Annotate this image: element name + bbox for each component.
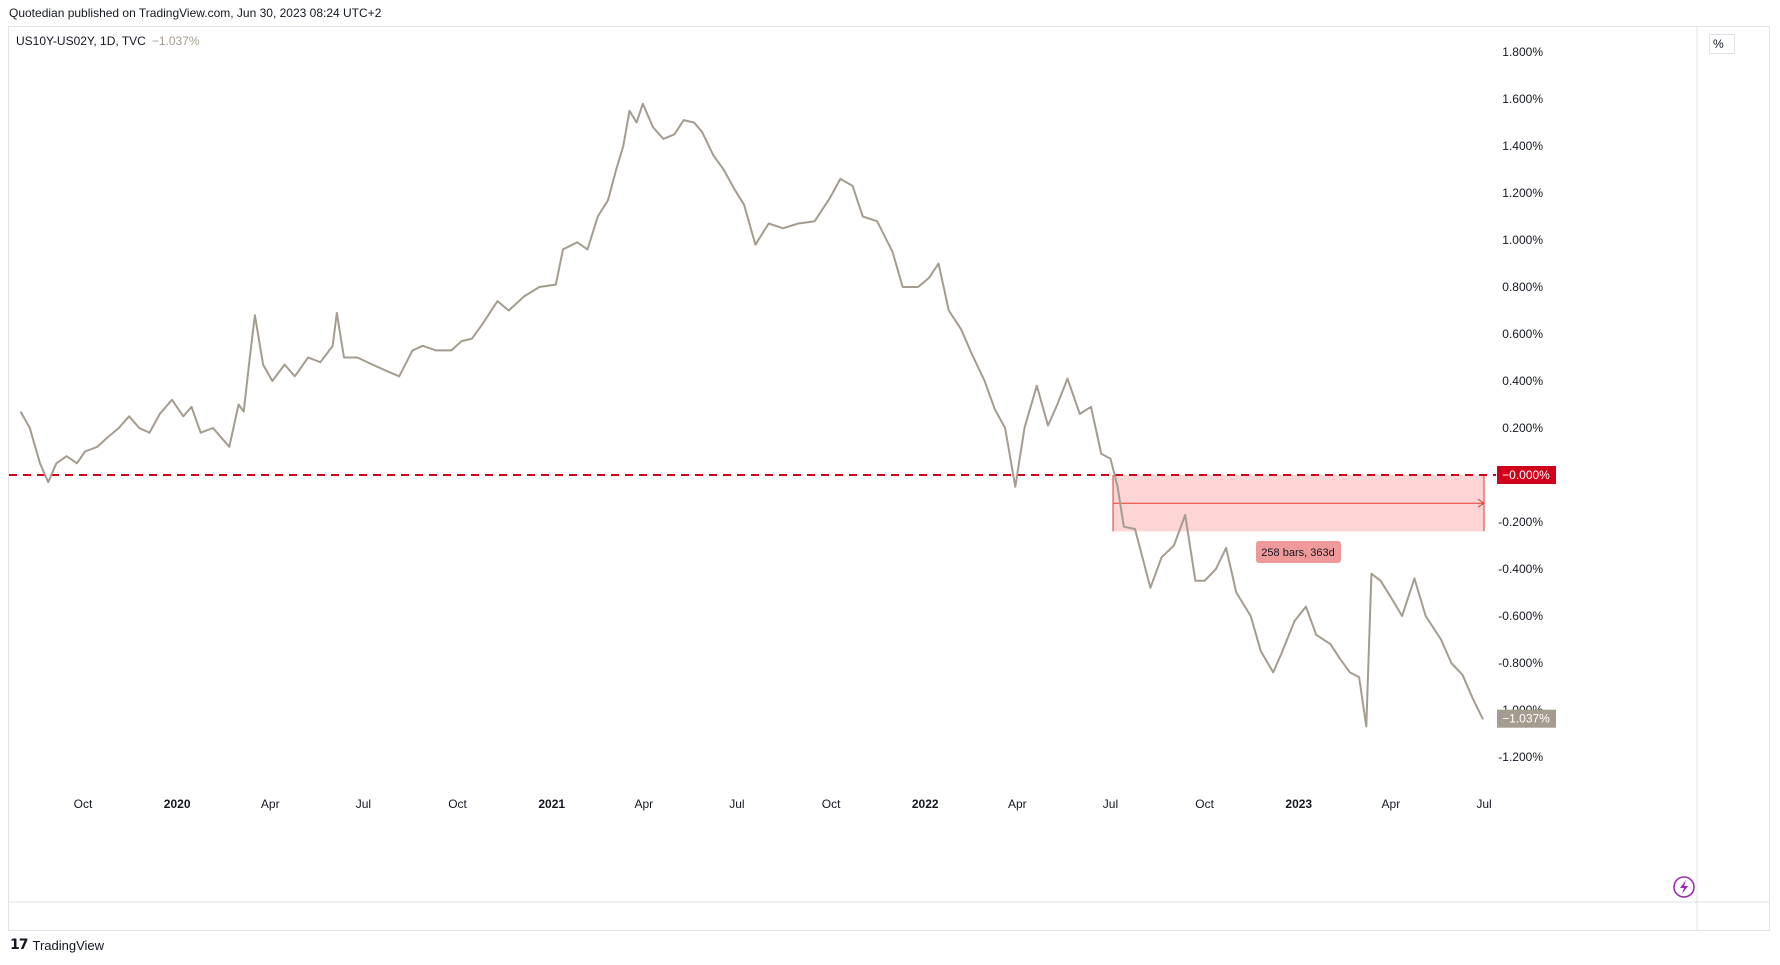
- y-tick-label: -1.200%: [1498, 750, 1543, 764]
- footer-brand[interactable]: 17 TradingView: [10, 937, 104, 953]
- x-tick-label: Oct: [448, 797, 467, 811]
- y-tick-label: 0.400%: [1502, 374, 1543, 388]
- series-line: [19, 102, 1484, 728]
- y-tick-label: 1.600%: [1502, 92, 1543, 106]
- y-tick-label: 1.200%: [1502, 186, 1543, 200]
- y-axis-ticks: 1.800% 1.600% 1.400% 1.200% 1.000% 0.800% 0.60…: [1498, 45, 1543, 764]
- lightning-icon[interactable]: [1673, 876, 1695, 898]
- x-tick-label: Jul: [1476, 797, 1491, 811]
- y-tick-label: 1.400%: [1502, 139, 1543, 153]
- y-tick-label: 1.000%: [1502, 233, 1543, 247]
- last-price-label: −1.037%: [1502, 712, 1550, 726]
- x-tick-label: Jul: [356, 797, 371, 811]
- y-tick-label: 0.800%: [1502, 280, 1543, 294]
- chart-frame: [8, 26, 1770, 931]
- y-tick-label: 0.200%: [1502, 421, 1543, 435]
- x-tick-label: 2023: [1285, 797, 1312, 811]
- zero-price-label: −0.000%: [1502, 468, 1550, 482]
- range-label-bg: [1256, 541, 1341, 563]
- y-tick-label: -0.800%: [1498, 656, 1543, 670]
- x-axis-ticks: Oct 2020 Apr Jul Oct 2021 Apr Jul Oct 2022 Apr Jul O…: [74, 797, 1492, 811]
- date-range-measure[interactable]: 258 bars, 363d: [1112, 475, 1485, 563]
- last-price-label-bg: [1497, 709, 1556, 728]
- x-tick-label: Oct: [74, 797, 93, 811]
- x-tick-label: Jul: [1103, 797, 1118, 811]
- brand-label: TradingView: [32, 937, 105, 953]
- published-info: Quotedian published on TradingView.com, …: [9, 6, 382, 20]
- x-tick-label: Oct: [1195, 797, 1214, 811]
- x-tick-label: Apr: [1382, 797, 1401, 811]
- x-tick-label: Apr: [1008, 797, 1027, 811]
- unit-toggle[interactable]: %: [1709, 34, 1735, 54]
- x-tick-label: Apr: [634, 797, 653, 811]
- x-tick-label: Oct: [822, 797, 841, 811]
- y-tick-label: -0.200%: [1498, 515, 1543, 529]
- y-tick-label: -0.400%: [1498, 562, 1543, 576]
- price-labels: −0.000% −1.037%: [1497, 466, 1556, 728]
- y-tick-label: 0.600%: [1502, 327, 1543, 341]
- symbol-name: US10Y-US02Y, 1D, TVC: [16, 34, 146, 48]
- y-tick-label: 1.800%: [1502, 45, 1543, 59]
- x-tick-label: 2021: [538, 797, 565, 811]
- x-tick-label: 2022: [912, 797, 939, 811]
- symbol-legend[interactable]: US10Y-US02Y, 1D, TVC −1.037%: [16, 34, 200, 48]
- range-label: 258 bars, 363d: [1261, 547, 1334, 559]
- x-tick-label: 2020: [164, 797, 191, 811]
- tradingview-logo-icon: 17: [10, 937, 29, 953]
- x-tick-label: Apr: [261, 797, 280, 811]
- range-arrow-head: [1477, 498, 1485, 508]
- zero-price-label-bg: [1497, 466, 1556, 484]
- y-tick-label: -0.600%: [1498, 609, 1543, 623]
- last-value: −1.037%: [151, 34, 200, 48]
- x-tick-label: Jul: [729, 797, 744, 811]
